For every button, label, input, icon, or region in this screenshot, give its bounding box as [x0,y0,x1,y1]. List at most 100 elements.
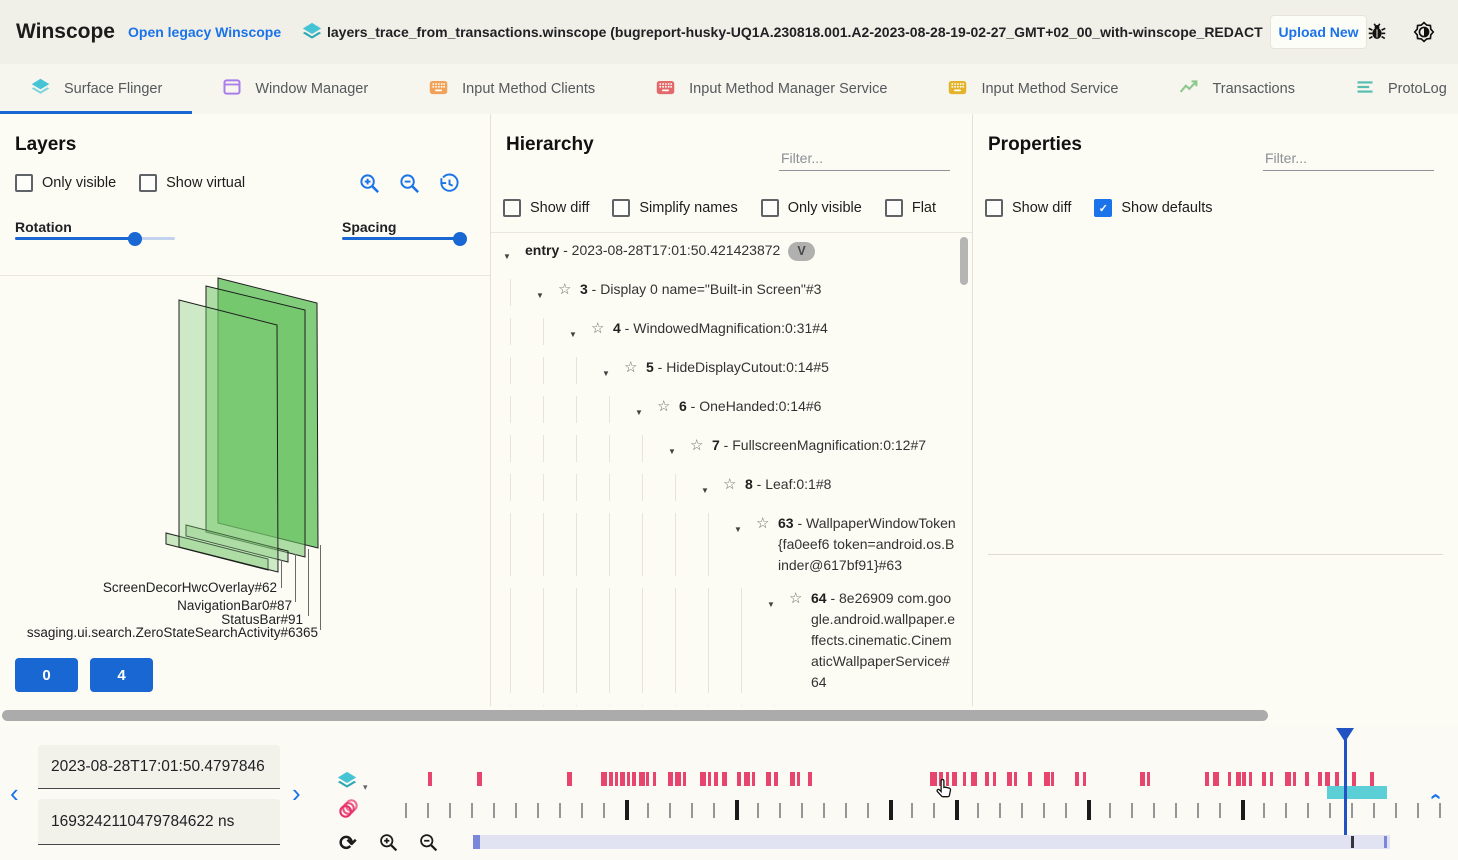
sf-trace-marker[interactable] [1028,772,1032,786]
transaction-tick[interactable] [625,800,629,820]
transaction-tick[interactable] [933,803,935,818]
transaction-tick[interactable] [823,803,825,818]
rotation-slider-thumb[interactable] [128,231,142,246]
tree-node-entry[interactable]: ▼ entry - 2023-08-28T17:01:50.421423872 V [491,234,972,273]
expand-caret-icon[interactable]: ▼ [602,369,610,378]
sf-trace-marker[interactable] [1205,772,1209,786]
sf-trace-marker[interactable] [774,772,778,786]
transaction-tick[interactable] [471,803,473,818]
sf-trace-marker[interactable] [1140,772,1145,786]
transaction-tick[interactable] [515,803,517,818]
transaction-tick[interactable] [779,803,781,818]
transaction-tick[interactable] [537,803,539,818]
tree-node-3[interactable]: ▼ ☆ 3 - Display 0 name="Built-in Screen"#3 [491,273,972,312]
tab-window-manager[interactable]: Window Manager [192,64,398,114]
sf-trace-marker[interactable] [939,772,943,786]
transaction-tick[interactable] [1197,803,1199,818]
sf-trace-marker[interactable] [1236,772,1241,786]
upload-new-button[interactable]: Upload New [1270,15,1367,49]
transaction-tick[interactable] [1153,803,1155,818]
tree-node-4[interactable]: ▼ ☆ 4 - WindowedMagnification:0:31#4 [491,312,972,351]
sf-trace-marker[interactable] [1147,772,1150,786]
transaction-tick[interactable] [1131,803,1133,818]
sf-trace-marker[interactable] [1249,772,1252,786]
sf-trace-marker[interactable] [946,772,949,786]
expand-caret-icon[interactable]: ▼ [536,291,544,300]
transaction-tick[interactable] [1175,803,1177,818]
trace-selector-caret[interactable]: ▾ [363,782,368,792]
sf-trace-marker[interactable] [1262,772,1266,786]
sf-trace-marker[interactable] [1007,772,1012,786]
sf-trace-marker[interactable] [1213,772,1219,786]
sf-trace-marker[interactable] [708,772,711,786]
timeline-zoom-scrollbar[interactable] [473,835,1390,849]
transaction-tick[interactable] [405,803,407,818]
transaction-tick[interactable] [1263,803,1265,818]
transaction-tick[interactable] [1307,803,1309,818]
star-icon[interactable]: ☆ [690,437,704,454]
checkbox-only-visible[interactable]: Only visible [760,199,862,217]
transaction-tick[interactable] [735,800,739,820]
transaction-tick[interactable] [1065,803,1067,818]
transaction-tick[interactable] [845,803,847,818]
sf-trace-marker[interactable] [714,772,718,786]
spacing-slider[interactable] [342,231,467,246]
collapse-timeline-button[interactable]: › [1423,793,1446,800]
sf-trace-marker[interactable] [722,772,727,786]
star-icon[interactable]: ☆ [657,398,671,415]
checkbox-show-diff[interactable]: Show diff [985,199,1071,217]
checkbox-only-visible[interactable]: Only visible [15,174,116,192]
sf-trace-marker[interactable] [683,772,686,786]
sf-trace-marker[interactable] [1083,772,1086,786]
expand-caret-icon[interactable]: ▼ [767,600,775,609]
timeline-zoom-out-button[interactable] [418,832,439,858]
next-entry-button[interactable]: › [292,778,301,808]
sf-trace-marker[interactable] [1285,772,1291,786]
transaction-tick[interactable] [977,803,979,818]
surface-flinger-trace-icon[interactable] [336,770,358,797]
sf-trace-marker[interactable] [1370,772,1374,786]
tree-node-64[interactable]: ▼ ☆ 64 - 8e26909 com.google.android.wallpa… [491,582,972,699]
layer-id-button-0[interactable]: 0 [15,658,78,692]
sf-trace-marker[interactable] [609,772,613,786]
sf-trace-marker[interactable] [808,772,812,786]
checkbox-box[interactable] [760,199,779,217]
transaction-tick[interactable] [1021,803,1023,818]
checkbox-box[interactable] [15,174,33,192]
sf-trace-marker[interactable] [1242,772,1246,786]
sf-trace-marker[interactable] [627,772,630,786]
star-icon[interactable]: ☆ [789,590,803,607]
transaction-tick[interactable] [867,803,869,818]
transaction-tick[interactable] [647,803,649,818]
sf-trace-marker[interactable] [428,772,432,786]
sf-trace-marker[interactable] [620,772,625,786]
timeline-zoom-thumb[interactable] [473,835,480,849]
transaction-tick[interactable] [1373,803,1375,818]
checkbox-box[interactable] [503,199,521,217]
checkbox-show-defaults[interactable]: ✓ Show defaults [1094,199,1212,217]
transaction-tick[interactable] [1351,803,1353,818]
sf-trace-marker[interactable] [1228,772,1231,786]
transaction-tick[interactable] [757,803,759,818]
expand-caret-icon[interactable]: ▼ [734,525,742,534]
transaction-tick[interactable] [1219,803,1221,818]
sf-trace-marker[interactable] [639,772,645,786]
sf-trace-marker[interactable] [1044,772,1050,786]
transaction-tick[interactable] [1043,803,1045,818]
transaction-tick[interactable] [999,803,1001,818]
checkbox-show-virtual[interactable]: Show virtual [139,174,245,192]
sf-trace-marker[interactable] [477,772,482,786]
transaction-tick[interactable] [955,800,959,820]
transaction-tick[interactable] [1109,803,1111,818]
tree-node-6[interactable]: ▼ ☆ 6 - OneHanded:0:14#6 [491,390,972,429]
transaction-tick[interactable] [1417,803,1419,818]
sf-trace-marker[interactable] [1075,772,1079,786]
sf-trace-marker[interactable] [1318,772,1322,786]
expand-caret-icon[interactable]: ▼ [503,252,511,261]
tree-node-5[interactable]: ▼ ☆ 5 - HideDisplayCutout:0:14#5 [491,351,972,390]
transaction-tick[interactable] [559,803,561,818]
rotation-slider[interactable] [15,231,175,246]
transaction-tick[interactable] [581,803,583,818]
horizontal-scrollbar[interactable] [2,710,1268,721]
transaction-tick[interactable] [1087,800,1091,820]
